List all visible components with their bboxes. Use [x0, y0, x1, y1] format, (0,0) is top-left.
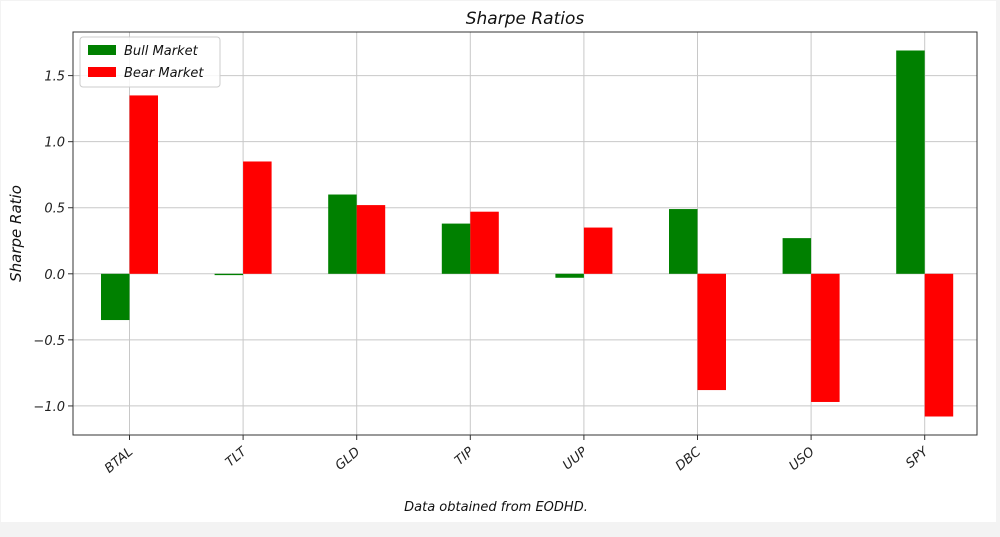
x-tick-label-gld: GLD [333, 445, 364, 474]
bar-bull-uup [555, 273, 584, 278]
plot-area-frame [72, 31, 978, 436]
y-tick-label: 1.0 [44, 136, 65, 151]
legend-swatch-bear [88, 67, 116, 77]
x-tick-label-btal: BTAL [102, 445, 136, 477]
x-tick-label-tip: TIP [452, 444, 477, 468]
x-tick-label-tlt: TLT [223, 444, 250, 470]
y-tick-label: 0.5 [44, 202, 65, 217]
bar-bear-btal [129, 95, 158, 274]
y-tick-label: −0.5 [33, 334, 65, 349]
legend-label-bear: Bear Market [124, 66, 204, 81]
bar-bear-tip [470, 211, 499, 274]
y-tick-label: 1.5 [44, 70, 65, 85]
x-tick-label-spy: SPY [903, 444, 932, 472]
y-tick-label: −1.0 [33, 400, 65, 415]
x-tick-label-uup: UUP [560, 444, 590, 473]
bar-bear-uup [583, 227, 613, 274]
footnote: Data obtained from EODHD. [404, 500, 588, 515]
chart-card: −1.0 −0.5 0.0 0.5 1.0 1.5 BTAL TLT GLD TIP UUP DBC U… [1, 1, 996, 522]
bar-bear-gld [356, 205, 386, 274]
y-tick-label: 0.0 [44, 268, 65, 283]
grid-layer [73, 32, 977, 435]
chart-title: Sharpe Ratios [466, 9, 585, 29]
legend-label-bull: Bull Market [124, 44, 199, 59]
bar-bull-uso [782, 238, 812, 274]
x-tick-label-uso: USO [787, 445, 818, 474]
bar-bear-spy [924, 273, 954, 417]
y-axis-label: Sharpe Ratio [7, 185, 25, 282]
bar-bull-tlt [214, 273, 244, 276]
bar-bull-gld [328, 194, 357, 274]
bar-layer [101, 50, 954, 417]
sharpe-ratio-chart: −1.0 −0.5 0.0 0.5 1.0 1.5 BTAL TLT GLD TIP UUP DBC U… [7, 9, 978, 515]
bar-bull-btal [101, 273, 130, 321]
bar-bear-uso [811, 273, 840, 402]
legend-swatch-bull [88, 45, 116, 55]
legend: Bull Market Bear Market [79, 36, 221, 88]
bar-bull-spy [896, 50, 925, 274]
bar-bear-tlt [243, 161, 272, 274]
x-tick-label-dbc: DBC [673, 444, 705, 474]
bar-bull-tip [441, 223, 471, 274]
bar-bull-dbc [669, 209, 698, 274]
bar-bear-dbc [697, 273, 726, 391]
